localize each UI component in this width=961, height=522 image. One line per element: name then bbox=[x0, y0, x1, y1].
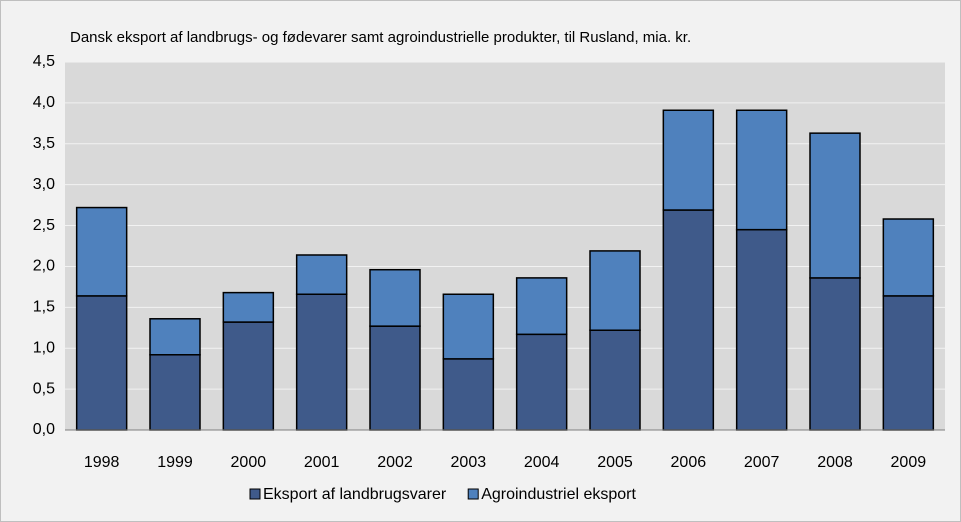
y-tick-label: 1,5 bbox=[33, 299, 55, 316]
bar-segment bbox=[515, 333, 568, 431]
bar-segment bbox=[882, 218, 935, 297]
x-tick-label: 2005 bbox=[597, 454, 633, 471]
y-tick-label: 4,0 bbox=[33, 94, 55, 111]
bar-segment bbox=[149, 318, 201, 356]
bar-segment bbox=[295, 293, 348, 431]
bar-segment bbox=[369, 268, 421, 327]
bar-segment bbox=[442, 293, 495, 360]
x-tick-label: 2008 bbox=[817, 454, 853, 471]
bar-segment bbox=[882, 295, 935, 431]
y-tick-label: 2,5 bbox=[33, 217, 55, 234]
bar-segment bbox=[735, 109, 788, 231]
legend-label: Agroindustriel eksport bbox=[481, 486, 636, 503]
x-tick-label: 2009 bbox=[891, 454, 927, 471]
bar-segment bbox=[442, 358, 495, 431]
bar-segment bbox=[295, 254, 348, 295]
chart-title: Dansk eksport af landbrugs- og fødevarer… bbox=[70, 29, 691, 46]
bar-segment bbox=[809, 132, 861, 279]
x-tick-label: 2000 bbox=[231, 454, 267, 471]
y-tick-label: 2,0 bbox=[33, 258, 55, 275]
x-tick-label: 2001 bbox=[304, 454, 340, 471]
x-tick-label: 2004 bbox=[524, 454, 560, 471]
legend-swatch bbox=[467, 488, 479, 500]
y-tick-label: 3,0 bbox=[33, 176, 55, 193]
bar-segment bbox=[369, 325, 421, 431]
bar-segment bbox=[75, 295, 128, 431]
bar-segment bbox=[662, 109, 715, 211]
bar-segment bbox=[589, 329, 641, 431]
bar-segment bbox=[222, 291, 275, 323]
legend-swatch bbox=[249, 488, 261, 500]
bar-segment bbox=[809, 277, 861, 431]
bar-segment bbox=[589, 250, 641, 331]
x-tick-label: 2006 bbox=[671, 454, 707, 471]
x-tick-label: 2007 bbox=[744, 454, 780, 471]
x-tick-label: 1998 bbox=[84, 454, 120, 471]
bar-segment bbox=[222, 321, 275, 431]
bar-segment bbox=[75, 206, 128, 297]
legend-label: Eksport af landbrugsvarer bbox=[263, 486, 447, 503]
bar-segment bbox=[662, 209, 715, 431]
x-tick-label: 1999 bbox=[157, 454, 193, 471]
y-tick-label: 1,0 bbox=[33, 339, 55, 356]
y-tick-label: 0,5 bbox=[33, 380, 55, 397]
plot-background bbox=[65, 62, 945, 430]
bar-segment bbox=[735, 228, 788, 431]
x-tick-label: 2003 bbox=[451, 454, 487, 471]
y-tick-label: 0,0 bbox=[33, 421, 55, 438]
x-tick-label: 2002 bbox=[377, 454, 413, 471]
bar-segment bbox=[515, 277, 568, 336]
y-tick-label: 3,5 bbox=[33, 135, 55, 152]
bar-segment bbox=[149, 354, 201, 431]
y-tick-label: 4,5 bbox=[33, 53, 55, 70]
